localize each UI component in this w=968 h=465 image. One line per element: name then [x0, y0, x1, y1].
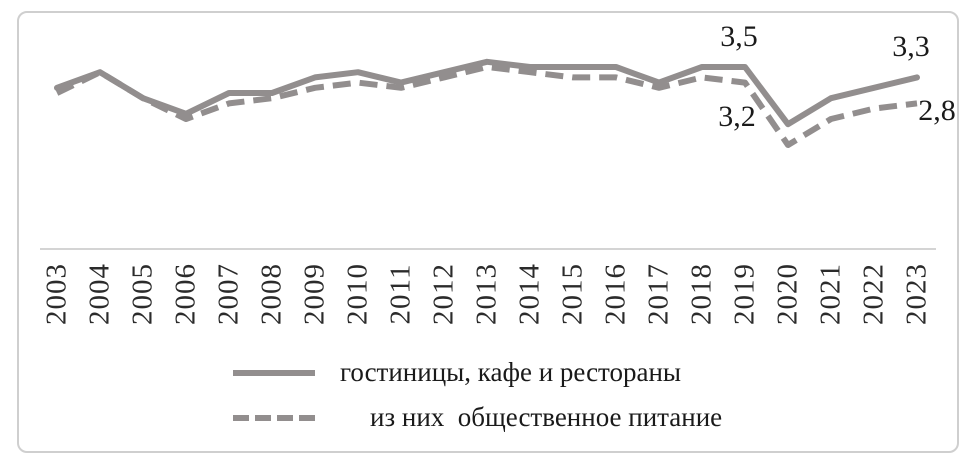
x-tick-label: 2014: [513, 263, 546, 325]
chart-frame: [17, 11, 959, 453]
series-line-hotels-cafes-restaurants: [54, 58, 920, 128]
data-label: 3,3: [892, 30, 930, 64]
x-tick-label: 2022: [857, 263, 890, 325]
x-tick-label: 2005: [126, 263, 159, 325]
x-tick-label: 2012: [427, 263, 460, 325]
x-tick-label: 2017: [642, 263, 675, 325]
x-tick-label: 2009: [298, 263, 331, 325]
x-tick-label: 2016: [599, 263, 632, 325]
x-tick-label: 2006: [169, 263, 202, 325]
series-line-public-catering: [55, 64, 918, 148]
solid-line-swatch-icon: [233, 369, 315, 376]
x-tick-label: 2023: [900, 263, 933, 325]
x-tick-label: 2015: [556, 263, 589, 325]
data-label: 3,5: [720, 20, 758, 53]
x-tick-label: 2007: [212, 263, 245, 325]
x-tick-label: 2008: [255, 263, 288, 325]
x-tick-label: 2004: [83, 263, 116, 325]
legend-label-hotels-cafes-restaurants: гостиницы, кафе и рестораны: [340, 357, 682, 387]
legend-label-public-catering: из них общественное питание: [370, 402, 723, 432]
legend-item-hotels-cafes-restaurants: гостиницы, кафе и рестораны: [233, 350, 722, 395]
data-label: 2,8: [918, 94, 956, 128]
data-label: 3,2: [718, 99, 756, 133]
x-tick-label: 2013: [470, 263, 503, 325]
x-tick-label: 2010: [341, 263, 374, 325]
dashed-line-swatch-icon: [233, 414, 315, 421]
x-tick-label: 2020: [771, 263, 804, 325]
x-tick-label: 2003: [40, 263, 73, 325]
legend-item-public-catering: из них общественное питание: [233, 395, 722, 440]
x-tick-label: 2021: [814, 263, 847, 325]
x-tick-label: 2019: [728, 263, 761, 325]
x-tick-label: 2011: [384, 263, 417, 325]
x-tick-label: 2018: [685, 263, 718, 325]
legend: гостиницы, кафе и рестораны из них общес…: [233, 350, 722, 440]
